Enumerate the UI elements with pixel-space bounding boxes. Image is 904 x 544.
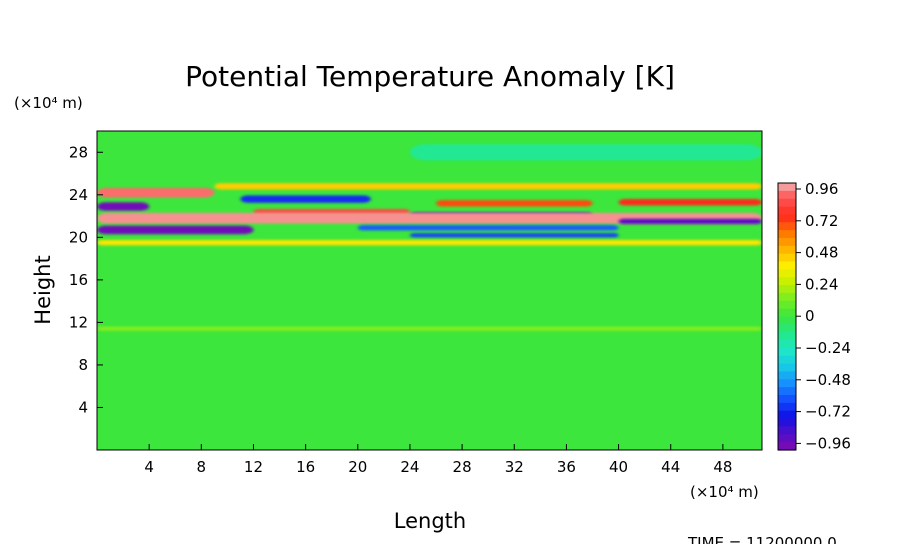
x-tick-label: 28 bbox=[453, 458, 472, 476]
heatmap-band bbox=[436, 200, 593, 207]
colorbar-swatch bbox=[778, 387, 796, 396]
colorbar-swatch bbox=[778, 402, 796, 412]
heatmap-background bbox=[97, 131, 762, 450]
heatmap-band bbox=[97, 212, 762, 224]
y-tick-label: 8 bbox=[78, 356, 88, 374]
x-axis-unit: (×10⁴ m) bbox=[690, 483, 759, 501]
colorbar-swatch bbox=[778, 292, 796, 302]
y-axis-label: Height bbox=[31, 255, 55, 324]
heatmap-band bbox=[97, 202, 150, 211]
heatmap-band bbox=[409, 144, 762, 161]
chart-title: Potential Temperature Anomaly [K] bbox=[185, 60, 675, 93]
colorbar-swatch bbox=[778, 324, 796, 333]
x-tick-label: 8 bbox=[197, 458, 207, 476]
colorbar-tick-label: −0.72 bbox=[805, 403, 851, 421]
colorbar-tick-label: −0.24 bbox=[805, 339, 851, 357]
heatmap-field bbox=[97, 131, 762, 450]
colorbar-swatch bbox=[778, 347, 796, 357]
colorbar-swatch bbox=[778, 332, 796, 341]
x-tick-label: 20 bbox=[348, 458, 367, 476]
x-tick-label: 36 bbox=[557, 458, 576, 476]
colorbar-swatch bbox=[778, 418, 796, 428]
plot-frame bbox=[96, 130, 763, 451]
heatmap-band bbox=[97, 187, 215, 198]
colorbar-swatch bbox=[778, 261, 796, 270]
colorbar-swatch bbox=[778, 285, 796, 294]
heatmap-band bbox=[357, 225, 619, 231]
x-tick-label: 48 bbox=[713, 458, 732, 476]
colorbar-tick-label: −0.48 bbox=[805, 371, 851, 389]
colorbar-swatch bbox=[778, 426, 796, 435]
colorbar-swatch bbox=[778, 183, 796, 192]
y-tick-label: 12 bbox=[69, 313, 88, 331]
x-axis-label: Length bbox=[394, 509, 466, 533]
colorbar-swatch bbox=[778, 308, 796, 318]
colorbar-swatch bbox=[778, 253, 796, 263]
colorbar-swatch bbox=[778, 434, 796, 443]
colorbar-swatch bbox=[778, 222, 796, 231]
colorbar-swatch bbox=[778, 237, 796, 247]
colorbar-swatch bbox=[778, 379, 796, 388]
colorbar-swatch bbox=[778, 371, 796, 380]
colorbar-swatch bbox=[778, 230, 796, 239]
colorbar-tick-label: 0.24 bbox=[805, 275, 838, 293]
colorbar-swatch bbox=[778, 269, 796, 278]
colorbar-tick-label: 0.72 bbox=[805, 212, 838, 230]
y-axis-unit: (×10⁴ m) bbox=[14, 94, 83, 112]
colorbar-tick-label: 0.96 bbox=[805, 180, 838, 198]
time-label: TIME = 11200000.0 bbox=[687, 534, 837, 544]
colorbar-swatch bbox=[778, 316, 796, 325]
x-tick-label: 16 bbox=[296, 458, 315, 476]
colorbar-swatch bbox=[778, 363, 796, 373]
y-tick-label: 20 bbox=[69, 228, 88, 246]
x-tick-label: 44 bbox=[661, 458, 680, 476]
colorbar-tick-label: 0.48 bbox=[805, 244, 838, 262]
colorbar-swatch bbox=[778, 198, 796, 208]
y-tick-label: 16 bbox=[69, 271, 88, 289]
x-tick-label: 4 bbox=[144, 458, 154, 476]
x-tick-label: 12 bbox=[244, 458, 263, 476]
heatmap-band bbox=[618, 218, 762, 225]
colorbar-swatch bbox=[778, 340, 796, 349]
heatmap-band bbox=[240, 195, 371, 203]
colorbar-swatch bbox=[778, 410, 796, 420]
colorbar-swatch bbox=[778, 355, 796, 365]
y-tick-label: 28 bbox=[69, 143, 88, 161]
y-tick-label: 24 bbox=[69, 186, 88, 204]
colorbar-swatch bbox=[778, 395, 796, 404]
colorbar-swatch bbox=[778, 300, 796, 310]
colorbar: 0.96 0.72 0.48 0.24 0 −0.24 −0.48 −0.72 −0.96 bbox=[777, 180, 851, 452]
colorbar-swatch bbox=[778, 190, 796, 200]
heatmap-band bbox=[97, 239, 762, 246]
y-ticks: 4 8 12 16 20 24 28 bbox=[69, 143, 103, 416]
x-tick-label: 32 bbox=[505, 458, 524, 476]
colorbar-swatch bbox=[778, 442, 796, 451]
heatmap-band bbox=[97, 225, 254, 235]
colorbar-swatch bbox=[778, 277, 796, 286]
heatmap-band bbox=[409, 233, 619, 238]
colorbar-swatch bbox=[778, 214, 796, 223]
heatmap-band bbox=[618, 199, 762, 206]
heatmap-band bbox=[214, 183, 762, 190]
x-tick-label: 40 bbox=[609, 458, 628, 476]
colorbar-tick-label: −0.96 bbox=[805, 434, 851, 452]
y-tick-label: 4 bbox=[78, 398, 88, 416]
x-ticks: 4 8 12 16 20 24 28 32 36 40 44 48 bbox=[144, 444, 732, 476]
colorbar-tick-label: 0 bbox=[805, 307, 815, 325]
heatmap-band bbox=[97, 326, 762, 331]
colorbar-swatch bbox=[778, 206, 796, 216]
colorbar-swatch bbox=[778, 245, 796, 255]
x-tick-label: 24 bbox=[400, 458, 419, 476]
